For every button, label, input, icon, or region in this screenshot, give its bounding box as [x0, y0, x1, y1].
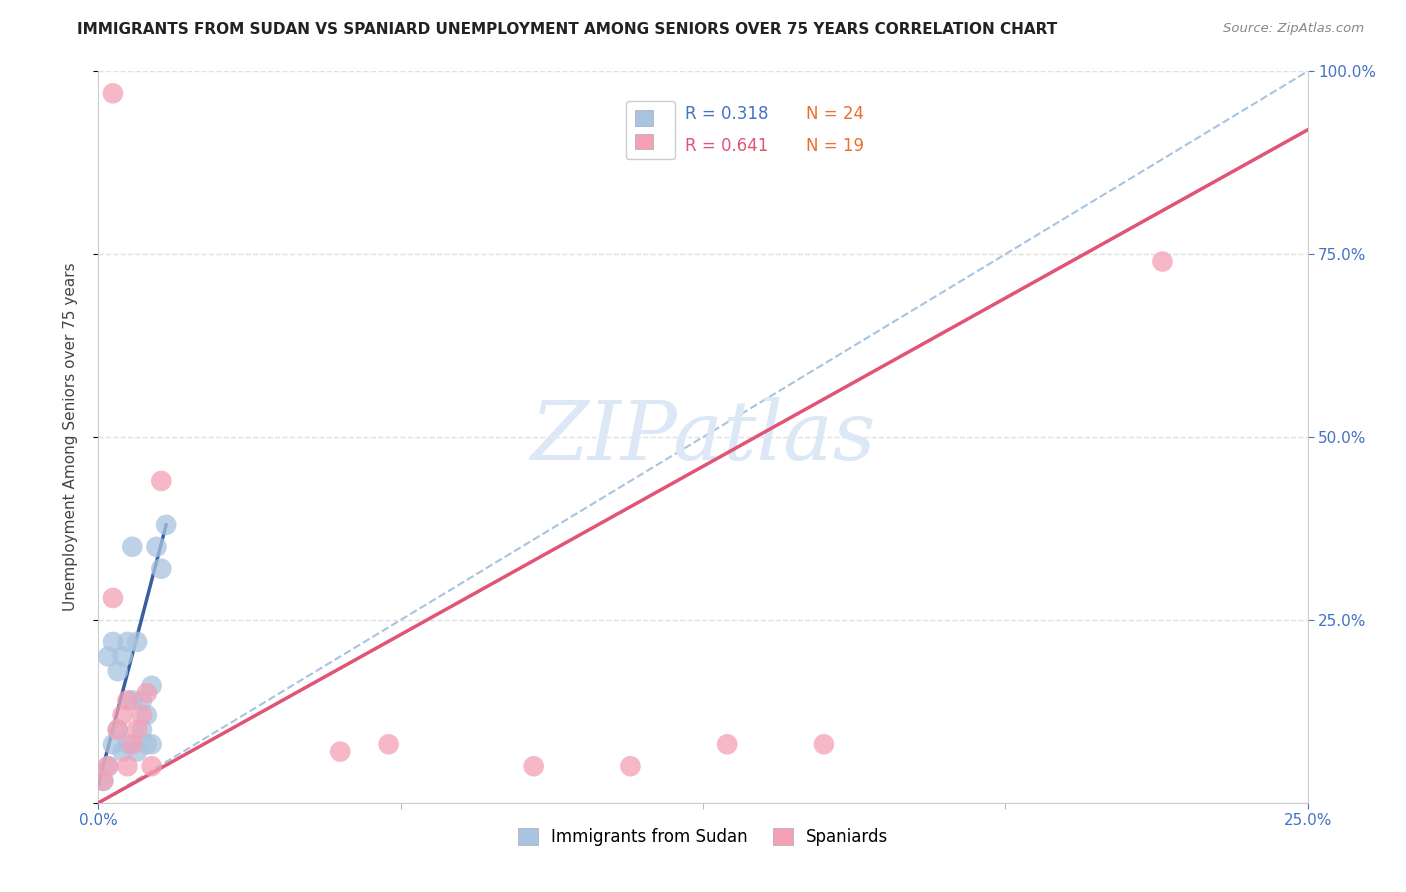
Point: [97, 649, 120, 664]
Point: [150, 562, 173, 576]
Point: [121, 737, 143, 751]
Point: [141, 679, 163, 693]
Point: [127, 635, 149, 649]
Point: [813, 737, 835, 751]
Point: [131, 723, 153, 737]
Point: [127, 745, 149, 759]
Point: [117, 693, 139, 707]
Point: [131, 708, 153, 723]
Point: [107, 723, 129, 737]
Text: N = 24: N = 24: [806, 104, 863, 123]
Point: [141, 737, 163, 751]
Point: [121, 693, 143, 707]
Point: [619, 759, 641, 773]
Point: [91, 773, 114, 788]
Point: [101, 737, 124, 751]
Point: [135, 708, 157, 723]
Point: [135, 686, 157, 700]
Point: [97, 759, 120, 773]
Text: R = 0.641: R = 0.641: [685, 137, 768, 155]
Point: [155, 517, 177, 532]
Point: [141, 759, 163, 773]
Point: [107, 723, 129, 737]
Point: [111, 649, 134, 664]
Point: [121, 540, 143, 554]
Text: Source: ZipAtlas.com: Source: ZipAtlas.com: [1223, 22, 1364, 36]
Text: IMMIGRANTS FROM SUDAN VS SPANIARD UNEMPLOYMENT AMONG SENIORS OVER 75 YEARS CORRE: IMMIGRANTS FROM SUDAN VS SPANIARD UNEMPL…: [77, 22, 1057, 37]
Point: [91, 773, 114, 788]
Point: [127, 723, 149, 737]
Point: [117, 737, 139, 751]
Text: R = 0.318: R = 0.318: [685, 104, 768, 123]
Point: [107, 664, 129, 678]
Point: [131, 693, 153, 707]
Point: [1152, 254, 1174, 268]
Point: [135, 737, 157, 751]
Point: [101, 591, 124, 605]
Point: [101, 87, 124, 101]
Point: [101, 635, 124, 649]
Text: ZIPatlas: ZIPatlas: [530, 397, 876, 477]
Legend: Immigrants from Sudan, Spaniards: Immigrants from Sudan, Spaniards: [510, 822, 896, 853]
Point: [111, 745, 134, 759]
Point: [329, 745, 352, 759]
Point: [117, 759, 139, 773]
Point: [111, 708, 134, 723]
Point: [117, 635, 139, 649]
Y-axis label: Unemployment Among Seniors over 75 years: Unemployment Among Seniors over 75 years: [63, 263, 77, 611]
Point: [150, 474, 173, 488]
Point: [97, 759, 120, 773]
Point: [145, 540, 167, 554]
Point: [716, 737, 738, 751]
Text: N = 19: N = 19: [806, 137, 863, 155]
Point: [377, 737, 399, 751]
Point: [523, 759, 546, 773]
